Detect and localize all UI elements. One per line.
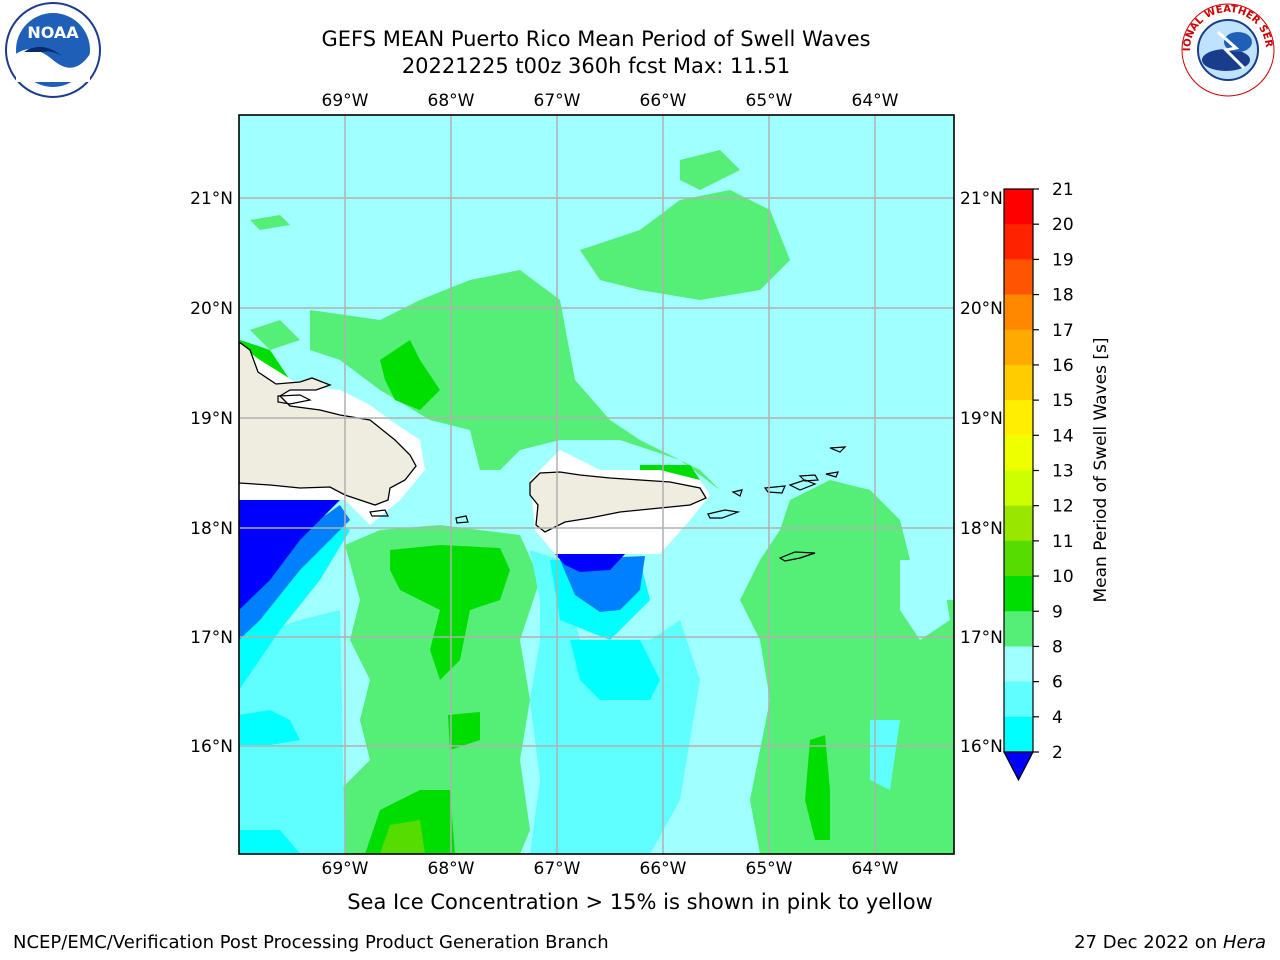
lat-label: 18°N [190, 519, 233, 539]
colorbar-tick-label: 15 [1052, 391, 1074, 411]
colorbar-tick-label: 2 [1052, 743, 1063, 763]
colorbar-tick-label: 14 [1052, 426, 1074, 446]
colorbar-segment [1004, 329, 1033, 366]
svg-text:NOAA: NOAA [27, 23, 79, 42]
colorbar-segment [1004, 716, 1033, 753]
colorbar-tick-label: 20 [1052, 215, 1074, 235]
colorbar-tick-label: 18 [1052, 286, 1074, 306]
footer-producer: NCEP/EMC/Verification Post Processing Pr… [13, 932, 609, 953]
lat-label: 18°N [960, 519, 1003, 539]
colorbar-segment [1004, 646, 1033, 683]
lon-label: 66°W [640, 859, 687, 879]
lon-label: 65°W [746, 859, 793, 879]
colorbar-segment [1004, 364, 1033, 401]
colorbar-tick-label: 13 [1052, 462, 1074, 482]
lon-labels-top: 69°W 68°W 67°W 66°W 65°W 64°W [322, 91, 899, 111]
colorbar-segment [1004, 470, 1033, 507]
map-field [239, 115, 954, 854]
lat-labels-left: 21°N 20°N 19°N 18°N 17°N 16°N [190, 189, 233, 757]
lon-label: 69°W [322, 91, 369, 111]
colorbar-segment [1004, 294, 1033, 331]
colorbar-tick-label: 11 [1052, 532, 1074, 552]
footer-date: 27 Dec 2022 on Hera [1074, 932, 1266, 953]
lat-label: 20°N [190, 299, 233, 319]
colorbar-segment [1004, 189, 1033, 225]
lon-label: 68°W [428, 91, 475, 111]
lon-label: 65°W [746, 91, 793, 111]
lon-label: 67°W [534, 91, 581, 111]
lon-label: 69°W [322, 859, 369, 879]
colorbar-segment [1004, 576, 1033, 612]
lat-label: 21°N [190, 189, 233, 209]
map-gridlines [239, 115, 954, 854]
footer-date-text: 27 Dec 2022 on [1074, 932, 1223, 953]
colorbar-segment [1004, 505, 1033, 542]
colorbar-tick-label: 21 [1052, 180, 1074, 200]
map-frame [238, 114, 955, 855]
colorbar-tick-label: 4 [1052, 708, 1063, 728]
sea-ice-note: Sea Ice Concentration > 15% is shown in … [347, 890, 933, 914]
colorbar-tick-label: 16 [1052, 356, 1074, 376]
lat-label: 16°N [190, 737, 233, 757]
nws-logo: NATIONAL WEATHER SERVICE [1174, 0, 1278, 98]
colorbar-tick-label: 12 [1052, 497, 1074, 517]
colorbar-segment [1004, 681, 1033, 718]
lon-labels-bottom: 69°W 68°W 67°W 66°W 65°W 64°W [322, 859, 899, 879]
colorbar-segment [1004, 224, 1033, 260]
map-title-line2: 20221225 t00z 360h fcst Max: 11.51 [401, 54, 791, 78]
colorbar-tick-label: 19 [1052, 250, 1074, 270]
noaa-logo: NOAA [2, 2, 104, 98]
lat-label: 19°N [190, 409, 233, 429]
colorbar-extension [1003, 751, 1034, 782]
lat-label: 19°N [960, 409, 1003, 429]
footer-host: Hera [1222, 932, 1266, 953]
colorbar-tick-label: 8 [1052, 637, 1063, 657]
colorbar: 2 4 6 8 9 10 11 12 13 14 15 16 17 18 19 20 21 [1003, 180, 1074, 782]
colorbar-label: Mean Period of Swell Waves [s] [1091, 338, 1111, 603]
lon-label: 67°W [534, 859, 581, 879]
lon-label: 66°W [640, 91, 687, 111]
lat-label: 21°N [960, 189, 1003, 209]
lat-labels-right: 21°N 20°N 19°N 18°N 17°N 16°N [960, 189, 1003, 757]
lat-label: 17°N [960, 628, 1003, 648]
colorbar-segment [1004, 435, 1033, 471]
lon-label: 64°W [852, 859, 899, 879]
lat-label: 16°N [960, 737, 1003, 757]
colorbar-segment [1004, 611, 1033, 647]
lat-label: 20°N [960, 299, 1003, 319]
map-title-line1: GEFS MEAN Puerto Rico Mean Period of Swe… [321, 27, 871, 51]
lon-label: 68°W [428, 859, 475, 879]
colorbar-segment [1004, 259, 1033, 296]
colorbar-tick-label: 10 [1052, 567, 1074, 587]
colorbar-tick-label: 6 [1052, 673, 1063, 693]
colorbar-tick-label: 17 [1052, 321, 1074, 341]
lat-label: 17°N [190, 628, 233, 648]
colorbar-segment [1004, 400, 1033, 436]
colorbar-tick-label: 9 [1052, 602, 1063, 622]
colorbar-segment [1004, 540, 1033, 577]
lon-label: 64°W [852, 91, 899, 111]
